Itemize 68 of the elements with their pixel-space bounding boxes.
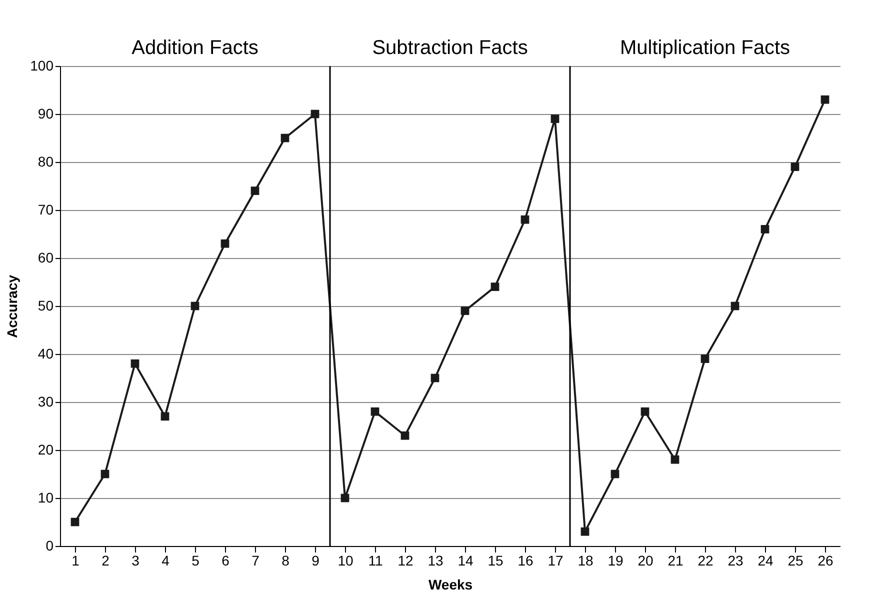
text: Addition Facts xyxy=(132,37,258,59)
point xyxy=(550,114,560,123)
point xyxy=(820,95,830,104)
point xyxy=(310,110,320,118)
x-tick-label: 5 xyxy=(192,552,200,568)
x-tick-label: 25 xyxy=(788,552,804,568)
point xyxy=(220,239,230,248)
point xyxy=(700,354,710,363)
x-tick-label: 4 xyxy=(162,552,170,568)
point xyxy=(100,470,110,478)
x-tick-label: 22 xyxy=(698,552,714,568)
x-axis-title: Weeks xyxy=(428,576,473,591)
point xyxy=(490,282,500,291)
y-tick-label: 10 xyxy=(38,490,54,506)
x-tick-label: 6 xyxy=(222,552,230,568)
y-axis-title: Accuracy xyxy=(4,274,20,338)
x-tick-label: 3 xyxy=(132,552,140,568)
point xyxy=(610,470,620,478)
x-tick-label: 1 xyxy=(72,552,80,568)
x-tick-label: 2 xyxy=(102,552,110,568)
x-tick-label: 12 xyxy=(398,552,414,568)
x-tick-label: 18 xyxy=(578,552,594,568)
point xyxy=(190,302,200,310)
point xyxy=(580,527,590,536)
point xyxy=(730,302,740,310)
x-tick-label: 14 xyxy=(458,552,474,568)
point xyxy=(280,134,290,142)
x-tick-label: 7 xyxy=(252,552,260,568)
x-tick-label: 15 xyxy=(488,552,504,568)
y-tick-label: 60 xyxy=(38,250,54,266)
point xyxy=(370,407,380,416)
point xyxy=(520,215,530,224)
point xyxy=(250,186,260,195)
point xyxy=(790,162,800,171)
x-tick-label: 13 xyxy=(428,552,444,568)
x-tick-label: 16 xyxy=(518,552,534,568)
x-tick-label: 11 xyxy=(368,552,383,568)
y-tick-label: 30 xyxy=(38,394,54,410)
point xyxy=(160,412,170,421)
x-tick-label: 10 xyxy=(338,552,354,568)
x-tick-label: 9 xyxy=(312,552,320,568)
point xyxy=(760,225,770,234)
y-tick-label: 90 xyxy=(38,106,54,122)
text: Multiplication Facts xyxy=(620,37,790,59)
x-tick-label: 20 xyxy=(638,552,654,568)
x-tick-label: 17 xyxy=(548,552,564,568)
x-tick-label: 8 xyxy=(282,552,290,568)
x-tick-label: 21 xyxy=(668,552,684,568)
point xyxy=(400,431,410,440)
y-tick-label: 50 xyxy=(38,298,54,314)
point xyxy=(340,494,350,502)
point xyxy=(460,306,470,315)
point xyxy=(70,518,80,526)
x-tick-label: 19 xyxy=(608,552,624,568)
y-tick-label: 80 xyxy=(38,154,54,170)
y-tick-label: 100 xyxy=(30,58,54,74)
point xyxy=(430,374,440,382)
y-tick-label: 20 xyxy=(38,442,54,458)
point xyxy=(670,455,680,464)
y-tick-label: 0 xyxy=(46,538,54,554)
point xyxy=(640,407,650,416)
y-tick-label: 40 xyxy=(38,346,54,362)
y-tick-label: 70 xyxy=(38,202,54,218)
x-tick-label: 24 xyxy=(758,552,774,568)
x-tick-label: 23 xyxy=(728,552,744,568)
point xyxy=(130,359,140,368)
x-tick-label: 26 xyxy=(818,552,834,568)
text: Subtraction Facts xyxy=(372,37,528,59)
